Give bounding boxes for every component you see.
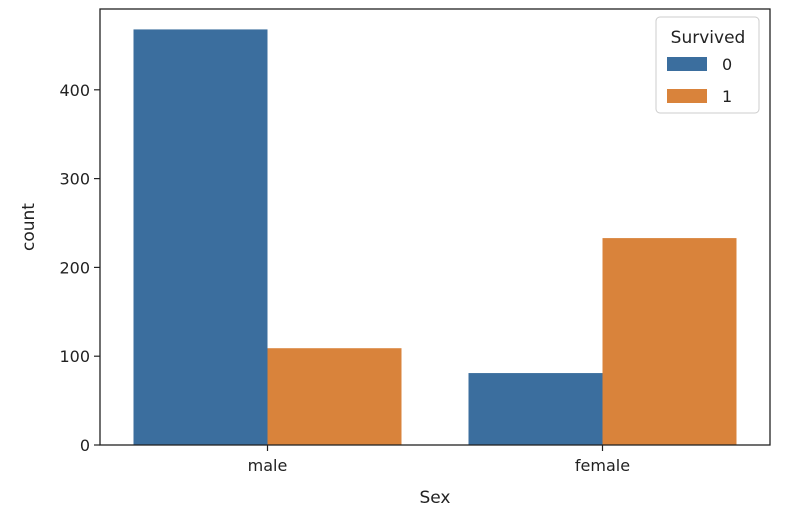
plot-frame [99,8,771,446]
x-axis-label: Sex [419,488,450,508]
legend-items: 01 [667,55,732,106]
bar-male-survived-0 [133,29,268,445]
bar-female-survived-0 [468,373,603,445]
y-tick-label: 300 [59,170,90,189]
x-tick-label-female: female [575,456,630,475]
legend-title: Survived [671,28,746,48]
y-axis-ticks: 0 100 200 300 400 [59,81,100,455]
legend-label-0: 0 [722,55,732,74]
legend: Survived 01 [655,16,760,114]
y-tick-label: 200 [59,258,90,277]
bar-female-survived-1 [602,238,737,445]
y-tick-label: 100 [59,347,90,366]
bar-male-survived-1 [267,348,402,445]
x-axis-ticks: male female [248,445,630,475]
x-tick-label-male: male [248,456,288,475]
y-axis-label: count [19,203,39,251]
legend-label-1: 1 [722,87,732,106]
y-tick-label: 0 [80,436,90,455]
legend-swatch-0 [667,57,707,71]
y-tick-label: 400 [59,81,90,100]
bars-group [133,29,737,445]
legend-swatch-1 [667,89,707,103]
